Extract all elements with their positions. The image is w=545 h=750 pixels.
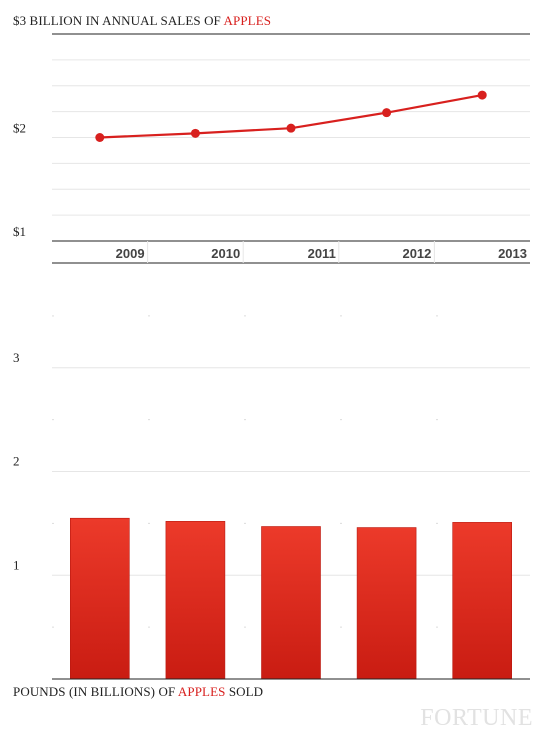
bar-chart-title-suffix: SOLD [225, 684, 264, 699]
line-y-tick-label: $1 [13, 224, 26, 239]
bar-y-tick-label: 1 [13, 557, 20, 572]
line-y-tick-label: $2 [13, 121, 26, 136]
line-chart-title-prefix: $3 BILLION IN ANNUAL SALES OF [13, 13, 224, 28]
bar-y-tick-label: 2 [13, 454, 20, 469]
bar-y-tick-label: 3 [13, 350, 20, 365]
line-x-tick-label: 2012 [402, 246, 431, 261]
fortune-watermark: FORTUNE [420, 705, 533, 731]
apples-sold-bar [452, 522, 513, 680]
sales-data-point [286, 123, 296, 133]
sales-data-point [95, 133, 105, 142]
apples-sold-bar [356, 527, 417, 680]
sales-data-point [382, 108, 392, 118]
line-x-tick-label: 2013 [498, 246, 527, 261]
sales-data-point [190, 128, 200, 138]
line-chart-title: $3 BILLION IN ANNUAL SALES OF APPLES [13, 13, 271, 29]
line-x-tick-label: 2009 [116, 246, 145, 261]
bar-chart-title-highlight: APPLES [177, 684, 226, 699]
bar-chart-title-prefix: POUNDS (IN BILLIONS) OF [13, 684, 178, 699]
line-chart-title-highlight: APPLES [223, 13, 272, 28]
bar-chart-title: POUNDS (IN BILLIONS) OF APPLES SOLD [13, 684, 263, 700]
line-x-tick-label: 2010 [211, 246, 240, 261]
apples-sold-bar [261, 526, 321, 680]
sales-data-point [477, 90, 487, 100]
line-x-tick-label: 2011 [308, 246, 336, 261]
line-chart: $2 $1 2009 2010 2011 2012 2013 [13, 33, 530, 264]
bar-chart: 3 2 1 [13, 315, 530, 680]
apples-sold-bar [165, 521, 226, 680]
apples-sold-bar [70, 517, 130, 680]
